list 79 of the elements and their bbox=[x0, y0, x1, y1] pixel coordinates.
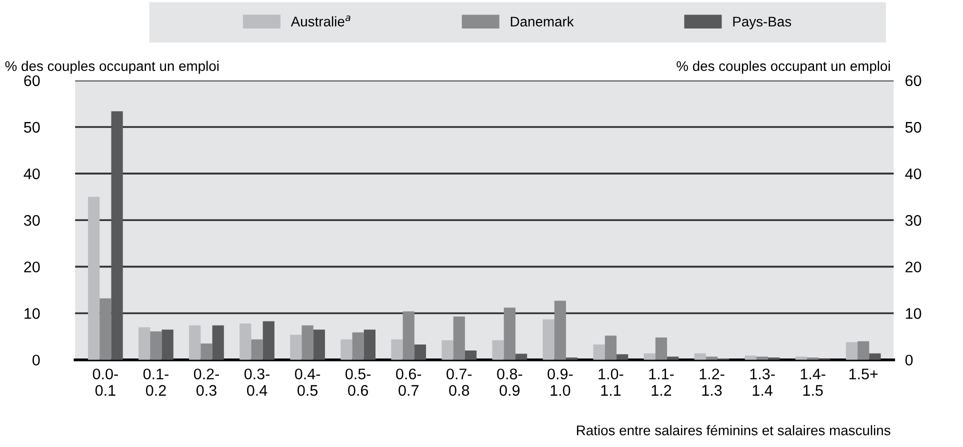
y-tick-label: 0 bbox=[32, 354, 40, 366]
x-tick-label: 1.1- 1.2 bbox=[649, 368, 674, 396]
bar bbox=[262, 321, 274, 360]
x-tick-label: 0.3- 0.4 bbox=[244, 368, 270, 396]
legend-label: Danemark bbox=[510, 16, 574, 27]
y-tick-label: 60 bbox=[24, 75, 40, 86]
bar bbox=[391, 339, 403, 360]
y2-tick-label: 40 bbox=[905, 168, 922, 180]
bar bbox=[212, 325, 224, 360]
bar bbox=[858, 341, 870, 360]
x-tick-label: 1.2- 1.3 bbox=[700, 368, 724, 396]
legend-label: Pays-Bas bbox=[733, 16, 792, 30]
y2-tick-label: 50 bbox=[905, 122, 922, 133]
bar bbox=[200, 344, 212, 360]
x-tick-label: 0.8- 0.9 bbox=[497, 368, 522, 396]
x-tick-label: 1.4- 1.5 bbox=[800, 368, 826, 396]
y-tick-label: 10 bbox=[24, 308, 40, 319]
x-tick-label: 0.1- 0.2 bbox=[143, 368, 168, 396]
y-tick-label: 40 bbox=[24, 168, 40, 180]
bar bbox=[240, 324, 252, 360]
bar bbox=[846, 342, 858, 360]
bar bbox=[111, 111, 123, 360]
x-tick-label: 0.2- 0.3 bbox=[194, 368, 219, 396]
bar bbox=[694, 353, 706, 360]
x-tick-label: 1.0- 1.1 bbox=[598, 368, 624, 396]
y2-tick-label: 0 bbox=[905, 354, 913, 366]
x-tick-label: 0.5- 0.6 bbox=[346, 368, 371, 396]
bar bbox=[492, 340, 504, 360]
x-axis-title: Ratios entre salaires féminins et salaires masculins bbox=[576, 424, 890, 436]
x-tick-label: 1.3- 1.4 bbox=[750, 368, 775, 396]
bar bbox=[340, 339, 352, 360]
bar bbox=[464, 350, 477, 360]
y-tick-label: 20 bbox=[24, 262, 40, 272]
bar bbox=[302, 325, 314, 360]
y2-tick-label: 60 bbox=[906, 75, 922, 86]
bar bbox=[442, 340, 454, 360]
bar bbox=[554, 300, 566, 360]
bar bbox=[515, 354, 528, 360]
x-tick-label: 1.5+ bbox=[849, 368, 878, 380]
bar bbox=[756, 356, 768, 360]
bar bbox=[706, 356, 718, 360]
bar bbox=[290, 334, 302, 360]
bar bbox=[504, 308, 516, 360]
y2-tick-label: 20 bbox=[906, 262, 922, 272]
bar bbox=[352, 332, 364, 360]
bar bbox=[644, 353, 656, 360]
bar bbox=[744, 356, 756, 360]
bar bbox=[655, 337, 668, 360]
legend-label: Australie$^{a}$ bbox=[290, 16, 350, 26]
bar bbox=[88, 196, 100, 360]
x-tick-label: 0.4- 0.5 bbox=[294, 368, 320, 396]
x-tick-label: 0.6- 0.7 bbox=[396, 368, 422, 396]
bar bbox=[604, 336, 617, 360]
bar bbox=[189, 325, 201, 360]
bar bbox=[100, 298, 112, 360]
bar bbox=[869, 353, 881, 360]
bar bbox=[453, 316, 465, 360]
bar bbox=[616, 354, 628, 360]
x-tick-label: 0.0- 0.1 bbox=[92, 368, 118, 396]
y2-axis-title: % des couples occupant un emploi bbox=[676, 60, 890, 74]
bar bbox=[542, 319, 554, 360]
bar bbox=[593, 344, 605, 360]
y-tick-label: 30 bbox=[24, 215, 40, 226]
bar bbox=[414, 344, 426, 360]
y2-tick-label: 30 bbox=[905, 215, 922, 226]
y2-tick-label: 10 bbox=[906, 308, 922, 319]
bar bbox=[667, 356, 679, 360]
x-tick-label: 0.9- 1.0 bbox=[548, 368, 573, 396]
bar bbox=[313, 330, 325, 360]
bar bbox=[162, 330, 174, 360]
bar bbox=[402, 311, 414, 360]
bar bbox=[138, 327, 150, 360]
bar bbox=[795, 356, 808, 360]
bar bbox=[251, 339, 263, 360]
y-axis-title: % des couples occupant un emploi bbox=[5, 60, 219, 74]
y-tick-label: 50 bbox=[24, 122, 40, 133]
bar bbox=[364, 330, 376, 360]
bar bbox=[150, 331, 162, 360]
x-tick-label: 0.7- 0.8 bbox=[446, 368, 472, 396]
